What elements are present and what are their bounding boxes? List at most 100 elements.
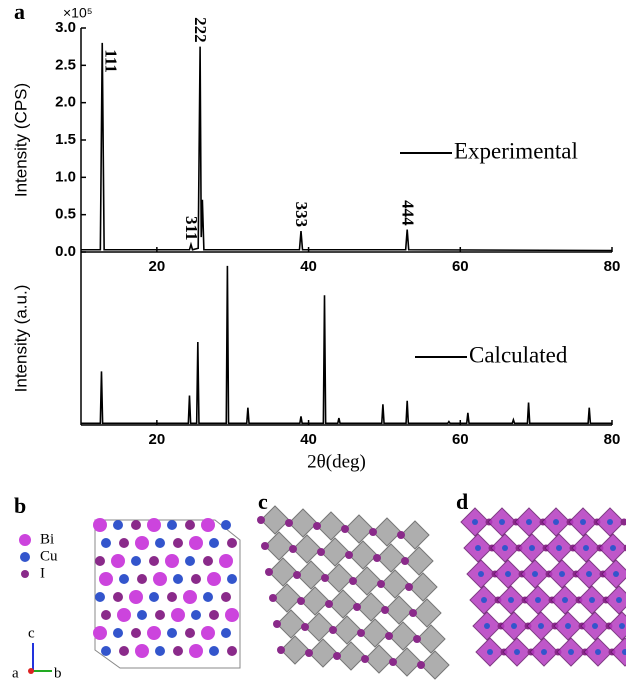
legend-atom bbox=[19, 534, 31, 546]
atom bbox=[113, 592, 123, 602]
atom bbox=[553, 519, 559, 525]
y-axis-label: Intensity (CPS) bbox=[11, 83, 30, 197]
atom bbox=[101, 538, 111, 548]
atom bbox=[505, 571, 511, 577]
atom bbox=[565, 623, 571, 629]
atom bbox=[385, 632, 393, 640]
atom bbox=[538, 623, 544, 629]
atom bbox=[293, 571, 301, 579]
atom bbox=[526, 519, 532, 525]
atom bbox=[147, 518, 161, 532]
octahedron bbox=[352, 566, 382, 596]
atom bbox=[209, 538, 219, 548]
atom bbox=[289, 545, 297, 553]
octahedron bbox=[408, 572, 438, 602]
atom bbox=[616, 597, 622, 603]
peak-label: 222 bbox=[191, 17, 210, 43]
panel-label: a bbox=[14, 0, 25, 24]
atom bbox=[586, 571, 592, 577]
peak-label: 333 bbox=[292, 202, 311, 228]
octahedron bbox=[404, 546, 434, 576]
atom bbox=[185, 556, 195, 566]
atom bbox=[589, 597, 595, 603]
atom bbox=[131, 520, 141, 530]
octahedron bbox=[268, 557, 298, 587]
atom bbox=[185, 628, 195, 638]
atom bbox=[349, 577, 357, 585]
octahedron bbox=[336, 641, 366, 671]
atom bbox=[361, 655, 369, 663]
atom bbox=[620, 518, 626, 526]
x-tick-label: 60 bbox=[452, 431, 469, 448]
atom bbox=[95, 556, 105, 566]
octahedron bbox=[292, 534, 322, 564]
atom bbox=[381, 606, 389, 614]
atom bbox=[101, 610, 111, 620]
atom bbox=[131, 628, 141, 638]
atom bbox=[227, 538, 237, 548]
atom bbox=[149, 556, 159, 566]
octahedron bbox=[296, 560, 326, 590]
peak-label: 311 bbox=[182, 216, 201, 241]
atom bbox=[209, 610, 219, 620]
atom bbox=[619, 623, 625, 629]
atom bbox=[610, 545, 616, 551]
octahedron bbox=[300, 586, 330, 616]
atom bbox=[413, 635, 421, 643]
panel-label: d bbox=[456, 489, 468, 514]
atom bbox=[113, 520, 123, 530]
octahedron bbox=[304, 612, 334, 642]
atom bbox=[261, 542, 269, 550]
atom bbox=[155, 610, 165, 620]
atom bbox=[135, 536, 149, 550]
octahedron bbox=[376, 543, 406, 573]
atom bbox=[167, 592, 177, 602]
octahedron bbox=[308, 638, 338, 668]
atom bbox=[484, 623, 490, 629]
atom bbox=[119, 646, 129, 656]
octahedron bbox=[332, 615, 362, 645]
octahedron bbox=[420, 650, 450, 680]
atom bbox=[401, 557, 409, 565]
crystal-axis-label: a bbox=[12, 665, 19, 680]
atom bbox=[135, 644, 149, 658]
atom bbox=[189, 644, 203, 658]
octahedron bbox=[344, 514, 374, 544]
atom bbox=[345, 551, 353, 559]
octahedron bbox=[364, 644, 394, 674]
unit-cell bbox=[94, 519, 241, 669]
atom bbox=[369, 528, 377, 536]
octahedron bbox=[360, 618, 390, 648]
atom bbox=[475, 545, 481, 551]
atom bbox=[155, 538, 165, 548]
atom bbox=[623, 544, 626, 552]
x-tick-label: 80 bbox=[604, 431, 621, 448]
atom bbox=[191, 574, 201, 584]
atom bbox=[185, 520, 195, 530]
atom bbox=[472, 519, 478, 525]
atom bbox=[607, 519, 613, 525]
atom bbox=[147, 626, 161, 640]
atom bbox=[171, 608, 185, 622]
atom bbox=[221, 628, 231, 638]
y-axis-label: Intensity (a.u.) bbox=[11, 285, 30, 393]
octahedron bbox=[272, 583, 302, 613]
atom bbox=[269, 594, 277, 602]
atom bbox=[93, 518, 107, 532]
atom bbox=[373, 554, 381, 562]
atom bbox=[305, 649, 313, 657]
octahedron bbox=[260, 505, 290, 535]
atom bbox=[113, 628, 123, 638]
legend-label: I bbox=[40, 565, 45, 581]
atom bbox=[325, 600, 333, 608]
octahedron bbox=[320, 537, 350, 567]
crystal-structures bbox=[93, 505, 626, 680]
atom bbox=[173, 646, 183, 656]
atom bbox=[297, 597, 305, 605]
atom bbox=[111, 554, 125, 568]
atom bbox=[273, 620, 281, 628]
atom bbox=[119, 574, 129, 584]
legend-atom bbox=[20, 552, 30, 562]
atom bbox=[592, 623, 598, 629]
atom bbox=[595, 649, 601, 655]
